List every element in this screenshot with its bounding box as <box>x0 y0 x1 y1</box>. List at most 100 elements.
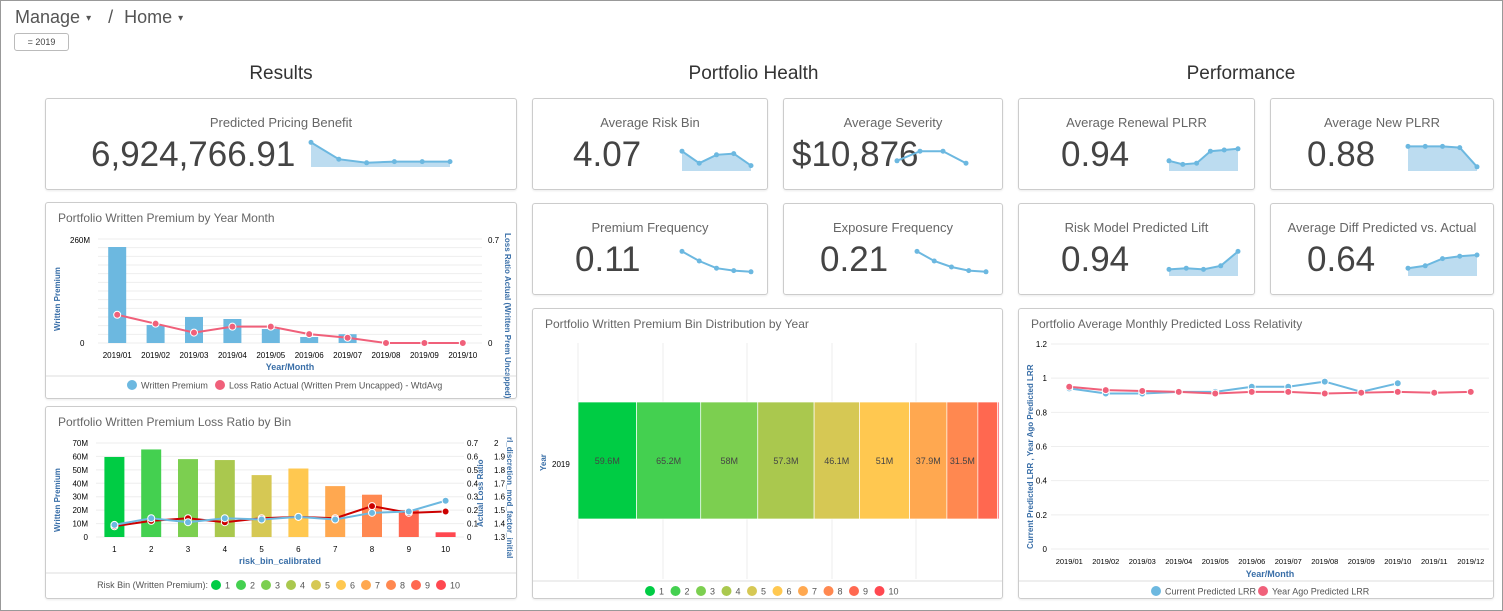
kpi-average-risk-bin[interactable]: Average Risk Bin 4.07 <box>532 98 768 190</box>
y-tick: 20M <box>72 506 88 515</box>
manage-label: Manage <box>15 7 81 27</box>
point-loss-ratio <box>305 330 314 339</box>
kpi-average-severity[interactable]: Average Severity $10,876 <box>783 98 1003 190</box>
chart-card-predicted-loss-relativity: Portfolio Average Monthly Predicted Loss… <box>1018 308 1494 599</box>
sparkline-point <box>679 148 685 154</box>
y-tick: 60M <box>72 452 88 461</box>
kpi-value: 0.11 <box>575 240 641 279</box>
data-label: 65.2M <box>656 456 681 466</box>
x-tick: 3 <box>186 545 191 554</box>
legend-bin-10: 10 <box>450 581 460 591</box>
breadcrumb-home[interactable]: Home ▾ <box>124 7 189 27</box>
breadcrumb-manage[interactable]: Manage ▾ <box>15 7 97 27</box>
x-tick: 9 <box>407 545 412 554</box>
kpi-premium-frequency[interactable]: Premium Frequency 0.11 <box>532 203 768 295</box>
year-filter-button[interactable]: = 2019 <box>14 33 69 51</box>
legend-bin-2: 2 <box>250 581 255 591</box>
sparkline-point <box>914 248 920 254</box>
point-series-1 <box>1430 388 1439 397</box>
kpi-average-new-plrr[interactable]: Average New PLRR 0.88 <box>1270 98 1494 190</box>
y2-tick: 0.2 <box>467 506 479 515</box>
legend-bin-8: 8 <box>400 581 405 591</box>
bar-risk-bin <box>398 510 419 537</box>
legend-year-ago-lrr: Year Ago Predicted LRR <box>1272 587 1370 597</box>
kpi-risk-model-predicted-lift[interactable]: Risk Model Predicted Lift 0.94 <box>1018 203 1255 295</box>
x-tick: 2019/07 <box>333 351 362 360</box>
section-title-results: Results <box>249 63 313 84</box>
point-discretion-mod-factor <box>147 514 156 523</box>
sparkline-point <box>1440 143 1445 149</box>
segment-bin-9 <box>977 401 998 520</box>
chart-title: Portfolio Written Premium Loss Ratio by … <box>58 415 292 429</box>
kpi-average-diff-predicted-vs-actual[interactable]: Average Diff Predicted vs. Actual 0.64 <box>1270 203 1494 295</box>
sparkline-point <box>1457 253 1463 259</box>
point-discretion-mod-factor <box>404 507 413 516</box>
bar-risk-bin <box>435 532 456 537</box>
section-title-health: Portfolio Health <box>688 63 819 84</box>
y-tick: 0.6 <box>1036 443 1048 452</box>
legend-year-ago-lrr-swatch <box>1258 586 1268 596</box>
kpi-exposure-frequency[interactable]: Exposure Frequency 0.21 <box>783 203 1003 295</box>
kpi-average-renewal-plrr[interactable]: Average Renewal PLRR 0.94 <box>1018 98 1255 190</box>
x-tick: 5 <box>259 545 264 554</box>
bar-written-premium <box>108 247 127 343</box>
chart-title: Portfolio Written Premium Bin Distributi… <box>545 317 809 331</box>
point-loss-ratio <box>382 339 390 347</box>
sparkline <box>1166 248 1241 276</box>
sparkline-point <box>419 159 425 165</box>
kpi-predicted-pricing-benefit[interactable]: Predicted Pricing Benefit 6,924,766.91 <box>45 98 517 190</box>
y2-tick: 0.4 <box>467 479 479 488</box>
point-series-1 <box>1393 387 1402 396</box>
chart-card-bin-distribution: Portfolio Written Premium Bin Distributi… <box>532 308 1003 599</box>
x-tick: 2019/04 <box>218 351 247 360</box>
bar-risk-bin <box>251 475 272 537</box>
legend-bin-5-swatch <box>311 580 321 590</box>
bar-risk-bin <box>141 449 162 537</box>
kpi-value: 4.07 <box>573 135 642 174</box>
segment-bin-5 <box>813 401 860 520</box>
y2-axis-label: Actual Loss Ratio <box>476 459 485 527</box>
legend-bin-1: 1 <box>659 587 664 597</box>
kpi-value: 0.21 <box>820 240 889 279</box>
legend-bin-4-swatch <box>286 580 296 590</box>
data-label: 31.5M <box>950 456 975 466</box>
x-tick: 4 <box>223 545 228 554</box>
sparkline-point <box>1440 256 1445 262</box>
y3-axis-label: rl_discretion_mod_factor_initial <box>505 437 514 558</box>
y2-tick: 0.3 <box>467 493 479 502</box>
caret-down-icon: ▾ <box>178 12 184 24</box>
y2-tick: 0 <box>488 339 493 348</box>
data-label: 46.1M <box>824 456 849 466</box>
x-tick: 2019/09 <box>410 351 439 360</box>
sparkline <box>1405 143 1480 171</box>
point-discretion-mod-factor <box>441 496 450 505</box>
y-axis-label: Written Premium <box>53 267 62 331</box>
line-discretion-mod-factor <box>114 499 446 526</box>
y3-tick: 1.3 <box>494 533 506 542</box>
point-loss-ratio <box>420 339 429 347</box>
sparkline-point <box>1201 266 1206 272</box>
caret-down-icon: ▾ <box>86 12 92 24</box>
legend-bin-10-swatch <box>436 580 446 590</box>
sparkline-point <box>1405 265 1411 271</box>
x-tick: 2019/10 <box>1384 557 1411 566</box>
sparkline-point <box>1474 252 1480 258</box>
point-discretion-mod-factor <box>257 515 266 524</box>
y-tick: 50M <box>72 466 88 475</box>
data-label: 37.9M <box>916 456 941 466</box>
written-premium-by-month-chart: 260M 0 0.7 0 Written Premium Loss Ratio Actua… <box>46 233 516 398</box>
sparkline-point <box>364 160 370 166</box>
point-discretion-mod-factor <box>368 508 376 517</box>
x-tick: 2019/06 <box>1238 557 1265 566</box>
x-tick: 2019/04 <box>1165 557 1192 566</box>
chart-title: Portfolio Written Premium by Year Month <box>58 211 275 225</box>
y2-axis-label: Loss Ratio Actual (Written Prem Uncapped… <box>503 233 512 398</box>
x-tick: 2019/03 <box>1129 557 1156 566</box>
bar-risk-bin <box>288 468 309 537</box>
y-tick: 0 <box>80 339 85 348</box>
sparkline-point <box>1457 145 1463 151</box>
sparkline-point <box>966 268 972 274</box>
kpi-title: Risk Model Predicted Lift <box>1064 220 1209 235</box>
kpi-title: Premium Frequency <box>591 220 709 235</box>
y-tick: 260M <box>70 236 90 245</box>
